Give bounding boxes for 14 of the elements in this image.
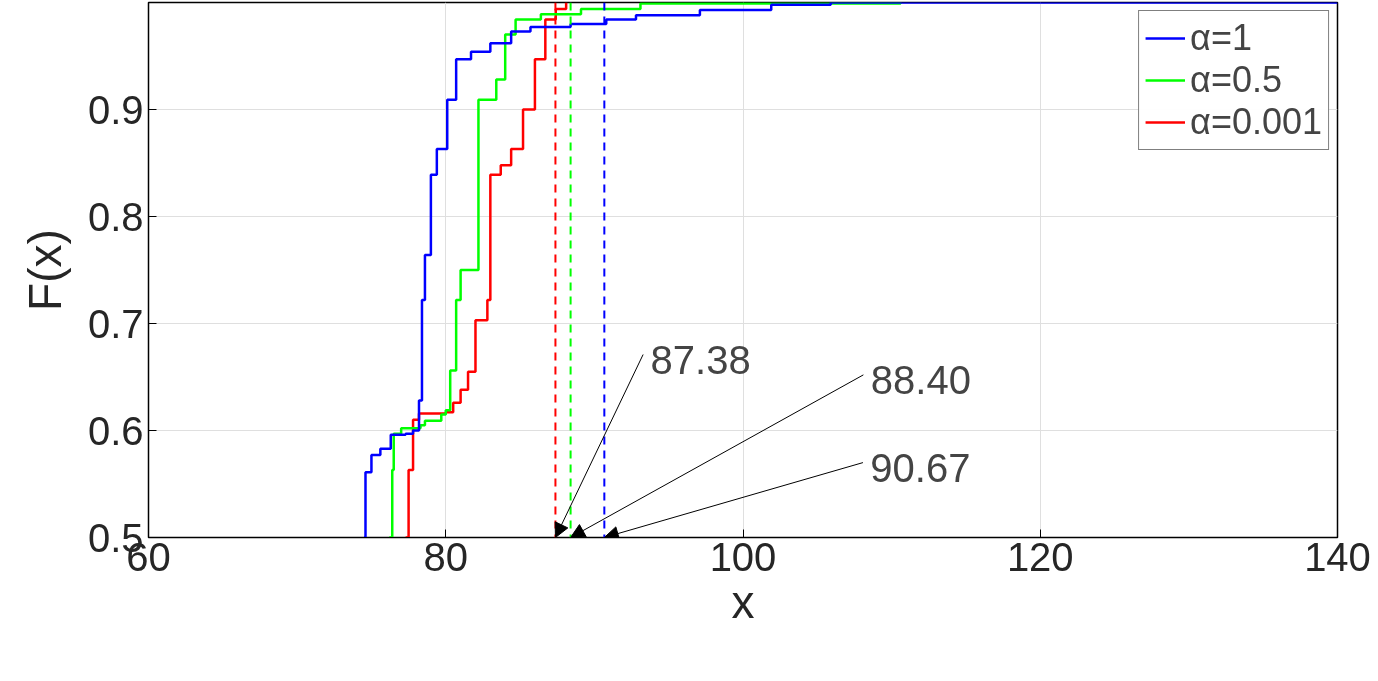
annotation: 87.38: [650, 337, 751, 382]
x-tick-label: 80: [423, 534, 468, 579]
y-tick-label: 0.6: [87, 408, 144, 453]
x-tick-label: 140: [1304, 534, 1371, 579]
y-tick-label: 0.9: [87, 87, 144, 132]
legend-label: α=0.5: [1190, 59, 1282, 101]
annotation: 88.40: [870, 358, 971, 403]
x-tick-label: 120: [1006, 534, 1074, 579]
y-tick-label: 0.7: [87, 301, 144, 346]
y-tick-label: 0.8: [87, 194, 144, 239]
legend-label: α=1: [1190, 17, 1252, 59]
legend-label: α=0.001: [1190, 101, 1322, 143]
y-axis-title: F(x): [18, 229, 71, 311]
annotation: 90.67: [870, 445, 971, 490]
